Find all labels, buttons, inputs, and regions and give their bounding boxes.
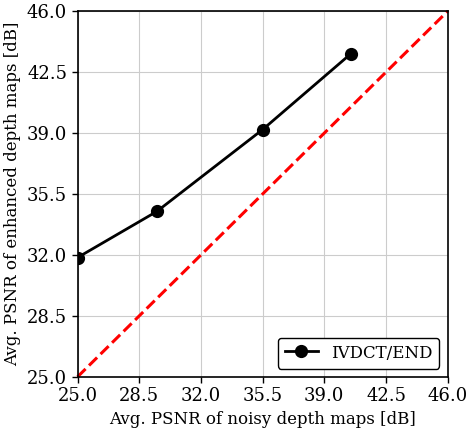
Line: IVDCT/END: IVDCT/END: [72, 48, 356, 263]
Y-axis label: Avg. PSNR of enhanced depth maps [dB]: Avg. PSNR of enhanced depth maps [dB]: [4, 22, 21, 366]
IVDCT/END: [260, 127, 265, 132]
X-axis label: Avg. PSNR of noisy depth maps [dB]: Avg. PSNR of noisy depth maps [dB]: [109, 411, 416, 428]
IVDCT/END: [75, 255, 80, 260]
IVDCT/END: [154, 209, 160, 214]
Legend: IVDCT/END: IVDCT/END: [278, 338, 439, 368]
IVDCT/END: [348, 51, 354, 57]
